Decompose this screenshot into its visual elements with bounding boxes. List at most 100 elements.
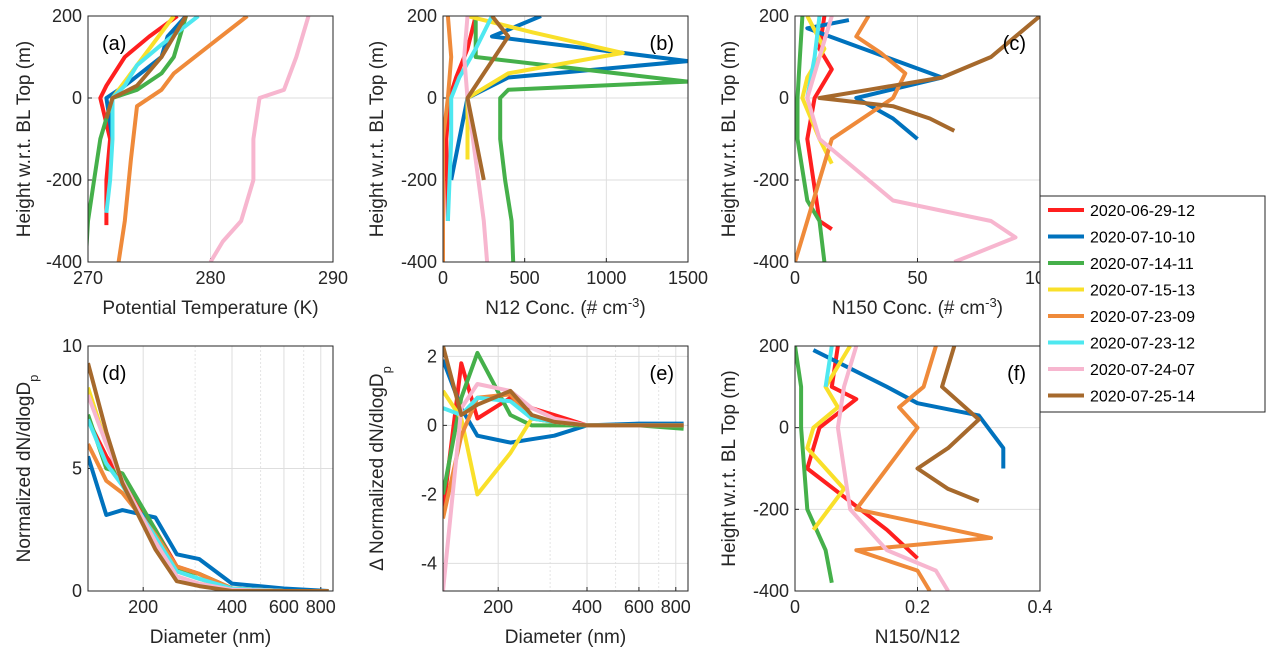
y-tick-label: -400	[401, 252, 437, 272]
series-line	[443, 16, 454, 262]
series-line	[104, 16, 188, 120]
x-tick-label: 280	[195, 268, 225, 288]
legend-label: 2020-07-25-14	[1090, 389, 1195, 406]
label-part: Height w.r.t. BL Top (m)	[367, 41, 388, 237]
axis-label: Height w.r.t. BL Top (m)	[719, 41, 740, 237]
x-tick-label: 0	[790, 597, 800, 617]
label-part: Diameter (nm)	[150, 627, 271, 648]
y-tick-label: -200	[753, 170, 789, 190]
y-tick-label: 5	[72, 459, 82, 479]
y-tick-label: 10	[62, 336, 82, 356]
axis-label: N150 Conc. (# cm-3)	[832, 295, 1003, 320]
legend-label: 2020-07-10-10	[1090, 230, 1195, 247]
x-tick-label: 270	[73, 268, 103, 288]
panel-label: (d)	[102, 363, 126, 385]
axis-label: Δ Normalized dN/dlogDp	[367, 366, 394, 571]
legend: 2020-06-29-12 2020-07-10-10 2020-07-14-11 2…	[1039, 195, 1266, 413]
series-line	[443, 346, 684, 428]
label-part: Diameter (nm)	[505, 627, 626, 648]
series-line	[444, 16, 478, 222]
axes-box	[87, 345, 334, 592]
series-line	[795, 346, 834, 584]
label-part: -3	[985, 295, 997, 310]
y-tick-label: -400	[46, 252, 82, 272]
label-part: p	[26, 375, 41, 382]
series-line	[817, 16, 1040, 133]
panel-label: (e)	[650, 363, 674, 385]
y-tick-label: 0	[779, 418, 789, 438]
axes-box	[442, 15, 689, 263]
label-part: -3	[628, 295, 640, 310]
x-tick-label: 600	[269, 597, 299, 617]
axis-label: Diameter (nm)	[505, 627, 626, 648]
label-part: Height w.r.t. BL Top (m)	[719, 370, 740, 566]
label-part: Potential Temperature (K)	[102, 298, 318, 319]
series-group	[88, 16, 311, 262]
axes-box	[794, 345, 1041, 592]
series-line	[915, 346, 981, 504]
series-line	[823, 346, 834, 388]
y-tick-label: -200	[46, 170, 82, 190]
x-tick-label: 800	[306, 597, 336, 617]
x-tick-label: 0.4	[1027, 597, 1052, 617]
legend-label: 2020-07-15-13	[1090, 283, 1195, 300]
x-tick-label: 0	[438, 268, 448, 288]
x-tick-label: 200	[128, 597, 158, 617]
panel: 0 500 1000 1500 -400 -200 0 200 (b) N12 Conc. (# …	[367, 6, 708, 319]
series-line	[449, 16, 688, 181]
legend-label: 2020-07-24-07	[1090, 362, 1195, 379]
y-tick-label: -2	[421, 484, 437, 504]
y-tick-label: 0	[72, 88, 82, 108]
panel: 0 0.2 0.4 -400 -200 0 200 (f) N150/N12 Height w.r…	[719, 336, 1053, 648]
series-group	[443, 346, 684, 591]
label-part: Normalized dN/dlogD	[14, 382, 35, 563]
x-tick-label: 50	[907, 268, 927, 288]
panel-label: (c)	[1003, 33, 1026, 55]
axes-box	[794, 15, 1041, 263]
axis-label: Diameter (nm)	[150, 627, 271, 648]
series-group	[443, 16, 688, 262]
series-line	[98, 16, 179, 226]
series-line	[795, 16, 908, 262]
y-tick-label: -400	[753, 581, 789, 601]
series-line	[88, 455, 329, 591]
panel: 270 280 290 -400 -200 0 200 (a) Potential Temper…	[14, 6, 348, 319]
series-group	[795, 16, 1040, 262]
series-line	[835, 346, 950, 591]
axis-label: Height w.r.t. BL Top (m)	[367, 41, 388, 237]
legend-label: 2020-07-14-11	[1090, 256, 1194, 273]
axes-box	[87, 15, 334, 263]
series-line	[116, 16, 249, 262]
y-tick-label: 200	[759, 336, 789, 356]
x-tick-label: 800	[661, 597, 691, 617]
axis-label: Normalized dN/dlogDp	[14, 375, 41, 563]
label-part: N150 Conc. (# cm	[832, 298, 985, 319]
series-line	[445, 16, 494, 222]
series-line	[805, 346, 919, 560]
label-part: )	[997, 298, 1003, 319]
x-tick-label: 400	[572, 597, 602, 617]
series-line	[854, 346, 993, 591]
axis-label: Height w.r.t. BL Top (m)	[719, 370, 740, 566]
label-part: p	[379, 366, 394, 373]
y-tick-label: -200	[401, 170, 437, 190]
y-tick-label: 0	[427, 415, 437, 435]
panel-label: (a)	[102, 33, 126, 55]
axis-label: N150/N12	[875, 627, 961, 648]
axes-box	[442, 345, 689, 592]
legend-label: 2020-07-23-09	[1090, 309, 1195, 326]
panel-label: (f)	[1007, 363, 1026, 385]
legend-box	[1039, 195, 1266, 413]
label-part: Height w.r.t. BL Top (m)	[719, 41, 740, 237]
x-tick-label: 0.2	[905, 597, 930, 617]
axis-label: Height w.r.t. BL Top (m)	[14, 41, 35, 237]
series-line	[208, 16, 311, 262]
y-tick-label: -4	[421, 553, 437, 573]
y-tick-label: 200	[407, 6, 437, 26]
y-tick-label: 0	[72, 581, 82, 601]
label-part: Height w.r.t. BL Top (m)	[14, 41, 35, 237]
legend-label: 2020-07-23-12	[1090, 336, 1195, 353]
